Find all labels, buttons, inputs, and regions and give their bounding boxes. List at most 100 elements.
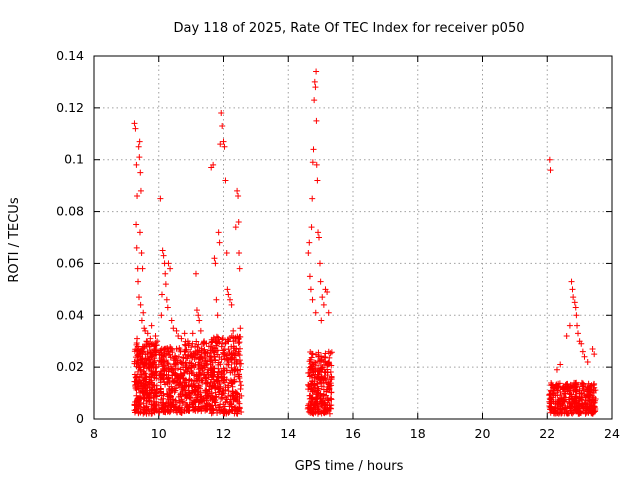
data-point (232, 349, 239, 356)
data-point (188, 383, 195, 390)
data-point (181, 341, 188, 348)
data-point (173, 379, 180, 386)
data-point (313, 68, 320, 75)
data-point (142, 327, 149, 334)
data-point (189, 330, 196, 337)
x-tick-label: 12 (216, 426, 232, 441)
data-point (238, 409, 245, 416)
data-point (170, 399, 177, 406)
data-point (325, 380, 332, 387)
data-point (209, 397, 216, 404)
data-point (145, 410, 152, 417)
data-point (558, 395, 565, 402)
data-point (133, 348, 140, 355)
data-points (131, 68, 599, 417)
data-point (168, 383, 175, 390)
data-point (210, 161, 217, 168)
data-point (150, 400, 157, 407)
data-point (192, 270, 199, 277)
data-point (216, 404, 223, 411)
data-point (223, 409, 230, 416)
data-point (325, 361, 332, 368)
data-point (325, 348, 332, 355)
data-point (586, 391, 593, 398)
data-point (182, 347, 189, 354)
data-point (209, 338, 216, 345)
data-point (314, 389, 321, 396)
data-point (181, 379, 188, 386)
data-point (148, 341, 155, 348)
data-point (220, 349, 227, 356)
data-point (563, 333, 570, 340)
data-point (175, 405, 182, 412)
data-point (215, 359, 222, 366)
data-point (157, 389, 164, 396)
data-point (228, 350, 235, 357)
data-point (167, 265, 174, 272)
data-point (587, 392, 594, 399)
data-point (208, 367, 215, 374)
data-point (305, 250, 312, 257)
data-point (202, 354, 209, 361)
data-point (227, 392, 234, 399)
data-point (143, 338, 150, 345)
data-point (313, 161, 320, 168)
data-point (135, 143, 142, 150)
data-point (211, 353, 218, 360)
data-point (230, 327, 237, 334)
data-point (191, 377, 198, 384)
x-tick-label: 22 (539, 426, 555, 441)
data-point (165, 375, 172, 382)
data-point (158, 352, 165, 359)
data-point (223, 250, 230, 257)
data-point (234, 367, 241, 374)
data-point (310, 361, 317, 368)
data-point (225, 361, 232, 368)
data-point (134, 358, 141, 365)
data-point (566, 322, 573, 329)
data-point (319, 294, 326, 301)
data-point (145, 393, 152, 400)
data-point (178, 409, 185, 416)
data-point (205, 343, 212, 350)
data-point (223, 396, 230, 403)
data-point (236, 250, 243, 257)
data-point (310, 146, 317, 153)
data-point (136, 138, 143, 145)
data-point (311, 387, 318, 394)
data-point (549, 384, 556, 391)
data-point (149, 340, 156, 347)
data-point (188, 353, 195, 360)
data-point (155, 361, 162, 368)
data-point (213, 296, 220, 303)
data-point (170, 378, 177, 385)
data-point (217, 141, 224, 148)
data-point (204, 401, 211, 408)
data-point (182, 351, 189, 358)
data-point (138, 356, 145, 363)
data-point (572, 407, 579, 414)
data-point (160, 408, 167, 415)
data-point (146, 364, 153, 371)
data-point (591, 351, 598, 358)
data-point (169, 377, 176, 384)
data-point (136, 294, 143, 301)
data-point (569, 382, 576, 389)
data-point (553, 366, 560, 373)
data-point (134, 380, 141, 387)
data-point (555, 384, 562, 391)
data-point (321, 402, 328, 409)
data-point (201, 338, 208, 345)
data-point (564, 410, 571, 417)
data-point (546, 156, 553, 163)
data-point (228, 403, 235, 410)
data-point (588, 402, 595, 409)
data-point (309, 195, 316, 202)
data-point (148, 379, 155, 386)
data-point (177, 370, 184, 377)
data-point (213, 342, 220, 349)
data-point (178, 335, 185, 342)
data-point (552, 392, 559, 399)
data-point (161, 358, 168, 365)
data-point (160, 395, 167, 402)
